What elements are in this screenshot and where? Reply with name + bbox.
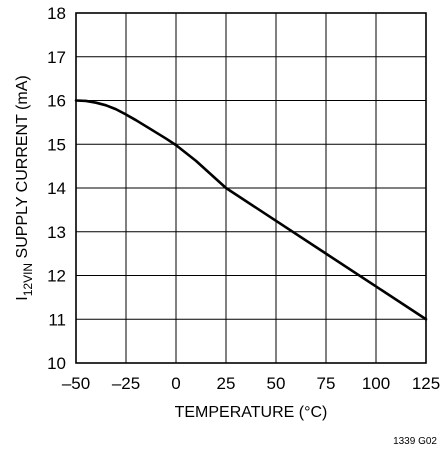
x-axis-tick-labels: –50 –25 0 25 50 75 100 125 <box>62 374 440 393</box>
y-tick-label: 10 <box>47 354 66 373</box>
x-tick-label: –25 <box>112 374 140 393</box>
y-tick-label: 16 <box>47 92 66 111</box>
y-axis-title-rest: SUPPLY CURRENT (mA) <box>14 75 31 263</box>
y-tick-label: 17 <box>47 48 66 67</box>
y-axis-tick-labels: 10 11 12 13 14 15 16 17 18 <box>47 4 66 373</box>
x-tick-label: 100 <box>362 374 390 393</box>
y-axis-title-main: I <box>14 296 31 300</box>
supply-current-curve <box>74 99 428 321</box>
y-tick-label: 11 <box>48 310 66 329</box>
y-tick-label: 12 <box>47 267 66 286</box>
x-tick-label: 50 <box>267 374 286 393</box>
y-axis-title: I12VIN SUPPLY CURRENT (mA) <box>14 75 35 300</box>
y-tick-label: 13 <box>47 223 66 242</box>
x-tick-label: –50 <box>62 374 90 393</box>
x-tick-label: 25 <box>217 374 236 393</box>
y-tick-label: 18 <box>47 4 66 23</box>
grid-lines <box>76 13 426 363</box>
x-tick-label: 0 <box>171 374 180 393</box>
x-tick-label: 75 <box>317 374 336 393</box>
y-tick-label: 14 <box>47 179 66 198</box>
figure-id: 1339 G02 <box>393 436 437 447</box>
y-tick-label: 15 <box>47 135 66 154</box>
y-axis-title-subscript: 12VIN <box>21 263 35 296</box>
plot-frame <box>75 12 427 364</box>
x-tick-label: 125 <box>412 374 440 393</box>
x-axis-title: TEMPERATURE (°C) <box>175 404 328 421</box>
